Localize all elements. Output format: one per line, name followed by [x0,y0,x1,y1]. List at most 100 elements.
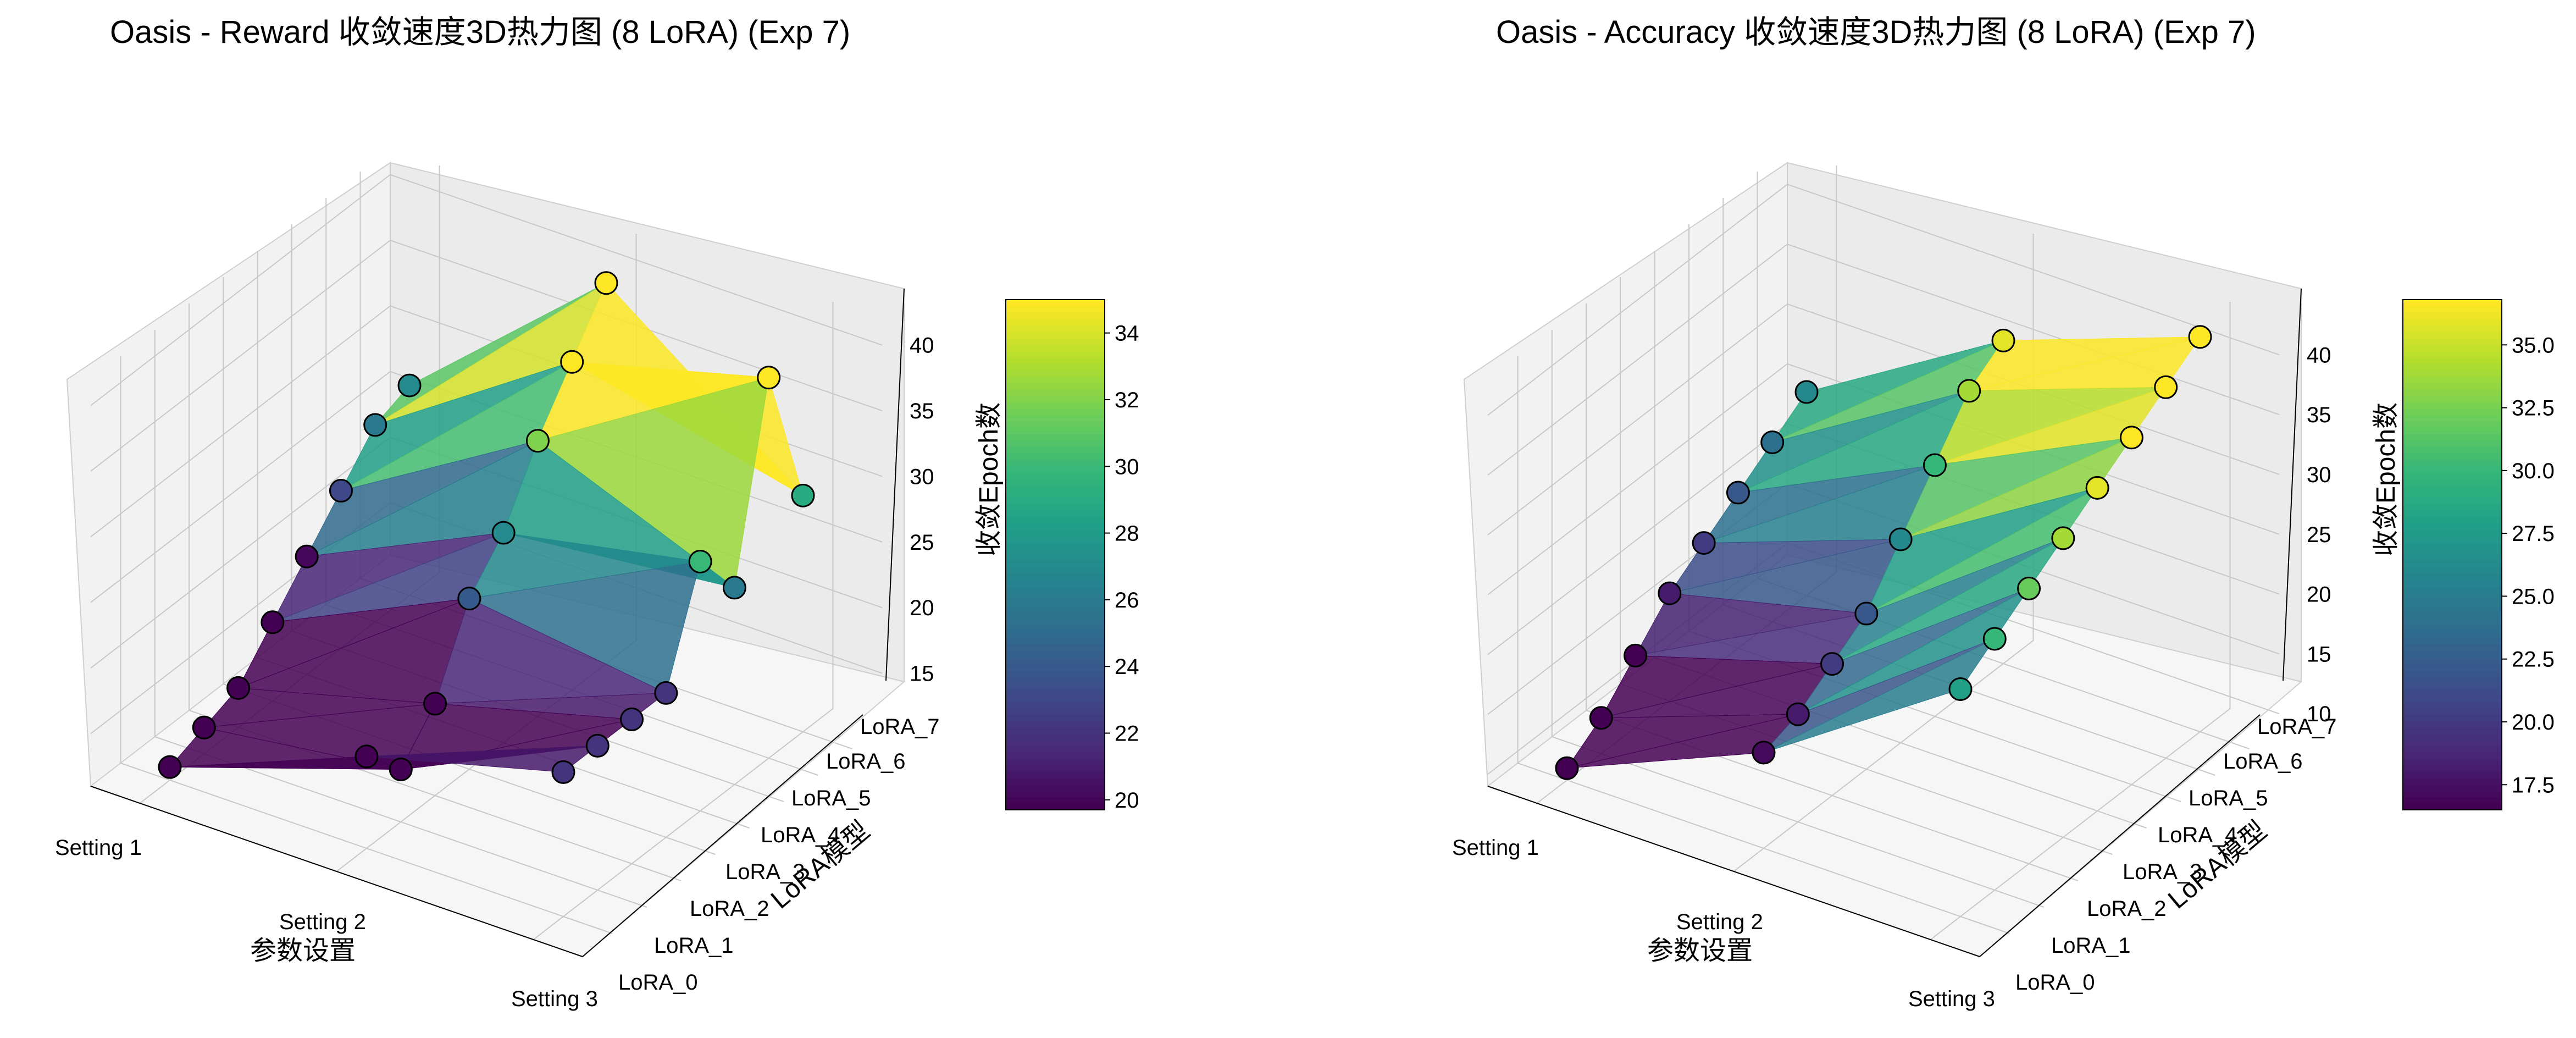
data-point [329,479,353,503]
data-point [551,760,575,784]
colorbar-tick-label: 24 [1115,655,1139,679]
data-point [389,758,413,782]
axes: Setting 1 Setting 2 Setting 3 参数设置 LoRA_… [55,288,940,1011]
data-point [1888,527,1913,551]
colorbar-segment [1006,440,1105,447]
colorbar-segment [2403,708,2502,715]
colorbar-segment [1006,332,1105,339]
colorbar-segment [1006,427,1105,434]
colorbar-segment [1006,401,1105,409]
colorbar-segment [1006,573,1105,581]
colorbar-segment [2403,433,2502,441]
grid-line [1517,356,2010,934]
colorbar-segment [1006,727,1105,734]
data-point [1991,328,2015,352]
z-axis-line [2283,288,2302,681]
colorbar-segment [2403,472,2502,479]
colorbar-segment [2403,593,2502,600]
surface-facet [366,745,599,772]
y-axis-line [1979,714,2261,957]
colorbar-segment [1006,797,1105,804]
colorbar-segment [1006,720,1105,728]
data-point [457,587,481,611]
colorbar-segment [2403,478,2502,485]
colorbar-segment [1006,318,1105,326]
chart-title: Oasis - Accuracy 收敛速度3D热力图 (8 LoRA) (Exp… [1496,14,2256,50]
colorbar-segment [2403,778,2502,785]
colorbar-segment [1006,338,1105,345]
colorbar-tick-label: 32 [1115,388,1139,412]
colorbar-segment [2403,312,2502,319]
data-point [585,733,610,758]
data-point [1658,581,1682,605]
colorbar-segment [2403,752,2502,760]
data-point [594,271,618,295]
z-tick-label: 30 [2307,463,2331,487]
colorbar-segment [1006,644,1105,651]
colorbar-segment [2403,599,2502,606]
colorbar-segment [2403,746,2502,753]
colorbar-segment [2403,695,2502,702]
z-tick-label: 30 [910,465,934,489]
accuracy-chart: Oasis - Accuracy 收敛速度3D热力图 (8 LoRA) (Exp… [1452,14,2555,1011]
y-tick-labels: LoRA_0 LoRA_1 LoRA_2 LoRA_3 LoRA_4 LoRA_… [2015,715,2337,995]
y-tick-label: LoRA_2 [2087,897,2167,921]
colorbar-segment [2403,338,2502,345]
colorbar-segment [1006,542,1105,549]
colorbar-segment [1006,676,1105,683]
data-point [1692,531,1716,555]
colorbar-segment [1006,382,1105,390]
colorbar-segment [1006,523,1105,530]
data-point [491,521,516,545]
z-tick-label: 35 [2307,403,2331,427]
colorbar-segment [2403,510,2502,517]
colorbar-segment [2403,504,2502,511]
colorbar-segment [2403,350,2502,358]
colorbar-segment [1006,472,1105,479]
colorbar-segment [2403,535,2502,543]
colorbar-segment [2403,637,2502,645]
colorbar: 收敛Epoch数 20 22 24 26 28 30 32 34 [974,299,1139,813]
data-point [1726,481,1750,505]
grid-line [120,356,613,934]
surface [169,282,804,772]
colorbar-segment [2403,332,2502,339]
y-tick-label: LoRA_4 [761,823,840,847]
z-tick-label: 20 [2307,583,2331,607]
data-point [1624,643,1648,667]
z-tick-label: 25 [2307,523,2331,547]
y-tick-label: LoRA_6 [2223,749,2303,774]
colorbar-segment [2403,300,2502,307]
colorbar-segment [2403,306,2502,313]
colorbar-segment [1006,778,1105,785]
chart-title: Oasis - Reward 收敛速度3D热力图 (8 LoRA) (Exp 7… [110,14,850,50]
colorbar-segment [2403,573,2502,581]
x-tick-label: Setting 2 [279,910,366,934]
colorbar-tick-label: 30 [1115,455,1139,479]
colorbar-segment [1006,695,1105,702]
colorbar-segment [2403,369,2502,377]
colorbar-segment [2403,797,2502,804]
z-tick-label: 20 [910,596,934,620]
colorbar-segment [1006,663,1105,670]
x-axis-title: 参数设置 [1647,936,1753,965]
data-point [423,692,447,716]
colorbar-segment [2403,644,2502,651]
z-tick-label: 35 [910,399,934,423]
data-point [757,366,781,390]
colorbar-segment [1006,478,1105,485]
colorbar-segment [2403,688,2502,696]
colorbar-tick-label: 25.0 [2512,584,2555,609]
colorbar-segment [2403,401,2502,409]
x-tick-label: Setting 3 [511,987,598,1011]
data-point [158,755,182,779]
data-point [1752,741,1776,765]
colorbar-segment [2403,612,2502,619]
colorbar-title: 收敛Epoch数 [974,402,1004,556]
y-tick-label: LoRA_3 [725,860,805,884]
colorbar-tick-label: 30.0 [2512,459,2555,483]
colorbar-segment [1006,529,1105,537]
colorbar-segment [1006,350,1105,358]
colorbar-segment [2403,771,2502,778]
